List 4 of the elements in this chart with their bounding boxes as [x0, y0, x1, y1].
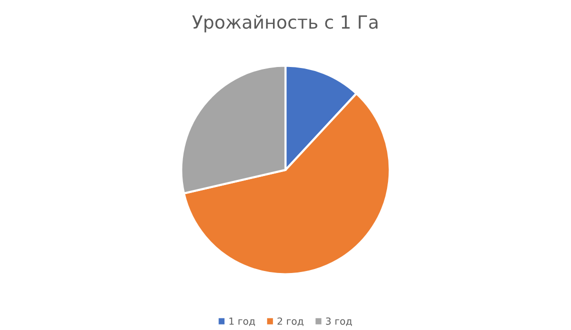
- legend-label: 1 год: [229, 318, 255, 326]
- legend-label: 2 год: [278, 317, 304, 326]
- chart-title: Урожайность с 1 Га: [192, 14, 378, 32]
- legend-label: 3 год: [326, 317, 352, 326]
